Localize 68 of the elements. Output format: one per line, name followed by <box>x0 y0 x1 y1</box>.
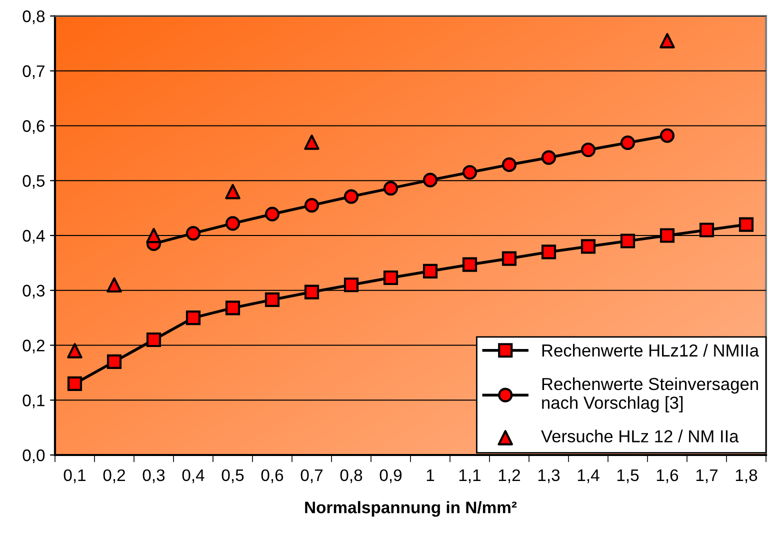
point <box>462 257 478 272</box>
point <box>106 277 122 293</box>
x-axis-title: Normalspannung in N/mm² <box>305 501 517 517</box>
point <box>541 150 556 165</box>
point <box>225 184 240 200</box>
x-tick-label: 1,1 <box>459 470 481 484</box>
point <box>383 181 398 196</box>
x-tick-label: 0,7 <box>300 469 322 484</box>
point <box>620 234 636 248</box>
point <box>462 165 478 180</box>
point <box>580 142 596 158</box>
point <box>502 157 517 172</box>
x-tick-label: 0,3 <box>142 469 165 484</box>
point <box>620 135 636 150</box>
point <box>225 300 240 316</box>
y-tick-label: 0,2 <box>22 340 44 354</box>
point <box>422 172 438 188</box>
y-tick-label: 0,8 <box>22 10 45 24</box>
point <box>699 222 714 238</box>
legend-label: Rechenwerte Steinversagen nach Vorschlag [3] <box>542 377 758 412</box>
point <box>344 278 359 292</box>
x-tick-label: 1,4 <box>578 470 600 484</box>
y-tick-label: 0,4 <box>22 230 45 244</box>
x-tick-label: 1 <box>426 470 434 481</box>
x-tick-label: 0,9 <box>380 469 402 484</box>
point <box>738 217 754 232</box>
point <box>67 343 82 358</box>
x-tick-label: 0,8 <box>340 469 362 484</box>
point <box>383 270 398 286</box>
x-tick-label: 1,6 <box>656 469 678 484</box>
x-tick-label: 0,4 <box>182 469 204 484</box>
x-tick-label: 1,8 <box>736 469 758 484</box>
y-tick-label: 0,0 <box>22 449 45 464</box>
point <box>304 284 320 300</box>
point <box>344 189 359 204</box>
point <box>146 332 162 348</box>
point <box>304 198 320 213</box>
point <box>106 354 122 370</box>
point <box>225 216 240 231</box>
x-tick-label: 1,2 <box>498 469 520 484</box>
y-tick-label: 0,6 <box>22 120 45 134</box>
point <box>580 239 596 254</box>
x-tick-label: 1,7 <box>696 470 718 484</box>
point <box>541 244 556 260</box>
y-tick-label: 0,1 <box>22 394 44 408</box>
legend-label: Rechenwerte HLz12 / NMIIa <box>542 344 760 357</box>
point <box>264 292 280 307</box>
x-tick-label: 0,5 <box>222 469 244 484</box>
point <box>264 206 280 222</box>
point <box>502 251 517 266</box>
point <box>146 228 162 244</box>
x-tick-label: 1,5 <box>617 470 639 484</box>
x-tick-label: 0,1 <box>64 469 86 484</box>
x-tick-label: 0,2 <box>103 469 125 484</box>
point <box>660 33 675 48</box>
point <box>186 310 201 326</box>
point <box>186 226 201 241</box>
point <box>660 128 675 143</box>
y-tick-label: 0,5 <box>22 175 45 189</box>
point <box>422 264 438 278</box>
point <box>660 228 675 243</box>
point <box>304 134 320 150</box>
point <box>67 376 82 391</box>
y-tick-label: 0,3 <box>22 284 45 299</box>
x-tick-label: 0,6 <box>261 469 284 484</box>
x-tick-label: 1,3 <box>538 469 560 484</box>
legend-label: Versuche HLz 12 / NM IIa <box>541 430 739 442</box>
y-tick-label: 0,7 <box>22 65 44 80</box>
